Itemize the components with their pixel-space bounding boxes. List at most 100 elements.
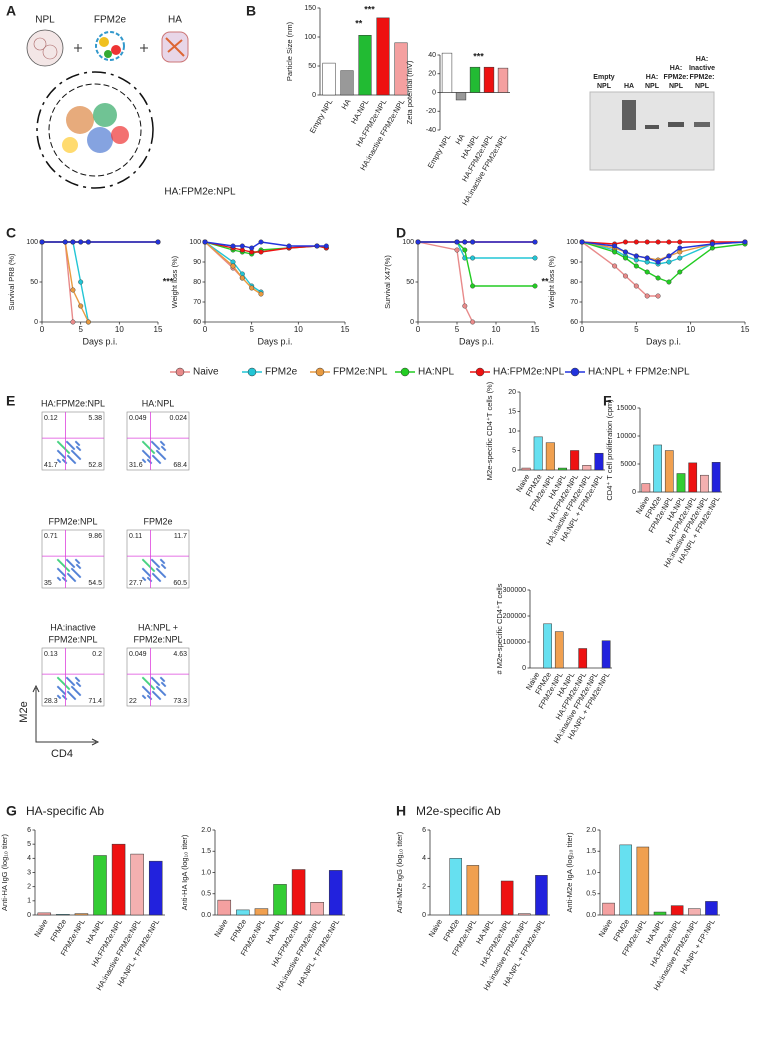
- legend-swatch: [175, 367, 185, 377]
- complex: [36, 71, 154, 189]
- bar: [641, 483, 651, 493]
- flow-dot: [143, 460, 147, 464]
- gel-label: FPM2e:: [664, 74, 689, 81]
- quadrant-value: 27.7: [129, 580, 143, 587]
- y-tick-label: 100: [304, 34, 316, 41]
- y-axis-label: Anti-M2e IgG (log₁₀ titer): [395, 831, 404, 913]
- y-tick-label: 0.5: [201, 891, 211, 898]
- bar: [688, 908, 701, 916]
- y-tick-label: 60: [570, 319, 578, 326]
- point: [666, 279, 672, 285]
- x-tick-label: 0: [580, 325, 585, 334]
- point: [666, 239, 672, 245]
- point: [644, 293, 650, 299]
- point: [470, 255, 476, 261]
- flow-dot: [78, 566, 82, 570]
- legend-swatch: [400, 367, 410, 377]
- x-axis-label: Days p.i.: [459, 336, 494, 346]
- gel-label: HA:: [646, 74, 658, 81]
- y-tick-label: 6: [422, 827, 426, 834]
- y-axis-label: Anti-HA IgG (log₁₀ titer): [0, 834, 9, 911]
- flow-dot: [78, 575, 82, 579]
- point: [622, 239, 628, 245]
- x-tick-label: 15: [154, 325, 163, 334]
- y-tick-label: 20: [508, 389, 516, 396]
- point: [454, 239, 460, 245]
- x-tick-label: Naive: [597, 917, 614, 938]
- molecule-npl: [26, 29, 64, 67]
- bar: [518, 913, 531, 916]
- significance: **: [355, 18, 363, 28]
- point: [85, 319, 91, 325]
- bar: [148, 860, 163, 916]
- point: [239, 243, 245, 249]
- y-tick-label: 2.0: [201, 827, 211, 834]
- bar: [254, 908, 269, 916]
- bar: [700, 474, 709, 493]
- y-axis-label: Survival PR8 (%): [7, 253, 16, 311]
- y-tick-label: 100: [26, 239, 38, 246]
- flow-dot: [78, 457, 82, 461]
- quadrant-value: 0.13: [44, 651, 58, 658]
- bar: [594, 452, 604, 471]
- point: [258, 291, 264, 297]
- point: [155, 239, 161, 245]
- point: [249, 285, 255, 291]
- y-tick-label: 4: [422, 855, 426, 862]
- quadrant-value: 0.12: [44, 415, 58, 422]
- molecule-label: HA: [168, 15, 182, 26]
- bar: [56, 914, 70, 916]
- plus-sign: [74, 44, 148, 52]
- x-tick-label: FPM2e: [228, 917, 248, 942]
- point: [314, 243, 320, 249]
- flow-title: HA:FPM2e:NPL: [41, 398, 105, 408]
- bar: [664, 450, 674, 493]
- x-tick-label: 15: [341, 325, 350, 334]
- point: [470, 239, 476, 245]
- point: [666, 259, 672, 265]
- bar: [455, 92, 467, 101]
- quadrant-value: 31.6: [129, 462, 143, 469]
- y-axis-label: Anti-M2e IgA (log₁₀ titer): [565, 832, 574, 913]
- point: [462, 247, 468, 253]
- flow-dot: [162, 561, 166, 565]
- bar: [619, 844, 632, 916]
- y-tick-label: 50: [406, 279, 414, 286]
- bar: [711, 462, 721, 493]
- bar: [310, 902, 324, 916]
- bar: [636, 846, 650, 916]
- point: [258, 249, 264, 255]
- bar: [111, 843, 126, 916]
- quadrant-value: 28.3: [44, 698, 58, 705]
- y-tick-label: 2.0: [586, 827, 596, 834]
- bar: [466, 865, 480, 916]
- y-tick-label: 0: [312, 92, 316, 99]
- y-tick-label: 0: [410, 319, 414, 326]
- bar: [273, 884, 287, 916]
- bar: [535, 875, 548, 916]
- gel-label: HA:: [670, 65, 682, 72]
- point: [612, 249, 618, 255]
- bar: [449, 858, 462, 916]
- series-line: [418, 241, 535, 287]
- flow-dot: [73, 461, 77, 465]
- panel-letter: A: [6, 3, 16, 19]
- y-tick-label: 60: [193, 319, 201, 326]
- y-tick-label: 150: [304, 5, 316, 12]
- y-tick-label: -20: [426, 108, 436, 115]
- bar: [394, 42, 408, 96]
- flow-dot: [157, 683, 161, 687]
- bar: [500, 880, 514, 916]
- molecule-label: FPM2e: [94, 15, 127, 26]
- y-axis-label: Zeta potential (mV): [405, 60, 414, 124]
- flow-dot: [67, 451, 71, 455]
- quadrant-value: 73.3: [173, 698, 187, 705]
- bar: [653, 444, 662, 493]
- point: [655, 259, 661, 265]
- panel-letter: C: [6, 225, 16, 241]
- bar: [582, 465, 592, 471]
- flow-dot: [73, 579, 77, 583]
- x-tick-label: HA: [453, 132, 466, 146]
- x-tick-label: 10: [294, 325, 303, 334]
- flow-dot: [163, 457, 167, 461]
